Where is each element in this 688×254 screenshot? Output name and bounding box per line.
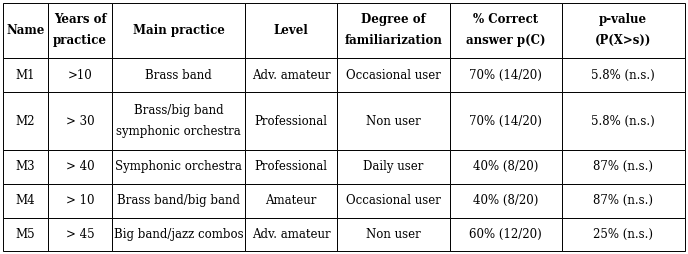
Bar <box>245 218 337 251</box>
Text: Brass band: Brass band <box>145 69 212 82</box>
Bar <box>112 58 245 92</box>
Text: Degree of
familiarization: Degree of familiarization <box>345 13 442 47</box>
Bar <box>449 58 562 92</box>
Text: 87% (n.s.): 87% (n.s.) <box>593 160 654 173</box>
Text: Brass band/big band: Brass band/big band <box>118 194 240 207</box>
Text: >10: >10 <box>67 69 92 82</box>
Text: > 45: > 45 <box>66 228 94 241</box>
Text: > 10: > 10 <box>66 194 94 207</box>
Bar <box>562 218 685 251</box>
Text: p-value
(P(X>s)): p-value (P(X>s)) <box>595 13 652 47</box>
Text: Non user: Non user <box>366 115 421 128</box>
Bar <box>245 184 337 218</box>
Bar <box>337 218 449 251</box>
Text: M4: M4 <box>16 194 35 207</box>
Bar <box>47 184 112 218</box>
Bar <box>449 218 562 251</box>
Bar <box>245 150 337 184</box>
Bar <box>112 218 245 251</box>
Text: 25% (n.s.): 25% (n.s.) <box>593 228 654 241</box>
Bar <box>112 3 245 58</box>
Text: 87% (n.s.): 87% (n.s.) <box>593 194 654 207</box>
Text: Symphonic orchestra: Symphonic orchestra <box>116 160 242 173</box>
Text: Adv. amateur: Adv. amateur <box>252 69 330 82</box>
Text: M3: M3 <box>16 160 35 173</box>
Text: Occasional user: Occasional user <box>346 194 441 207</box>
Text: Adv. amateur: Adv. amateur <box>252 228 330 241</box>
Bar <box>3 58 47 92</box>
Bar <box>3 150 47 184</box>
Bar <box>337 3 449 58</box>
Text: M5: M5 <box>16 228 35 241</box>
Bar <box>47 58 112 92</box>
Bar <box>47 150 112 184</box>
Bar <box>337 58 449 92</box>
Bar <box>562 92 685 150</box>
Text: 60% (12/20): 60% (12/20) <box>469 228 542 241</box>
Text: > 30: > 30 <box>66 115 94 128</box>
Bar <box>47 3 112 58</box>
Bar <box>245 58 337 92</box>
Text: > 40: > 40 <box>66 160 94 173</box>
Text: Main practice: Main practice <box>133 24 225 37</box>
Bar <box>3 3 47 58</box>
Text: 5.8% (n.s.): 5.8% (n.s.) <box>592 115 655 128</box>
Bar <box>47 92 112 150</box>
Bar <box>562 184 685 218</box>
Text: Level: Level <box>274 24 309 37</box>
Text: Years of
practice: Years of practice <box>53 13 107 47</box>
Bar <box>3 92 47 150</box>
Text: Big band/jazz combos: Big band/jazz combos <box>114 228 244 241</box>
Bar <box>562 3 685 58</box>
Bar <box>449 3 562 58</box>
Text: Amateur: Amateur <box>266 194 317 207</box>
Bar <box>562 58 685 92</box>
Text: Occasional user: Occasional user <box>346 69 441 82</box>
Bar <box>47 218 112 251</box>
Bar <box>112 92 245 150</box>
Bar <box>337 150 449 184</box>
Bar <box>3 184 47 218</box>
Text: 70% (14/20): 70% (14/20) <box>469 115 542 128</box>
Text: Daily user: Daily user <box>363 160 424 173</box>
Text: % Correct
answer p(C): % Correct answer p(C) <box>466 13 546 47</box>
Text: Professional: Professional <box>255 160 327 173</box>
Text: Non user: Non user <box>366 228 421 241</box>
Bar <box>337 92 449 150</box>
Bar <box>245 92 337 150</box>
Bar <box>3 218 47 251</box>
Bar <box>449 92 562 150</box>
Text: 40% (8/20): 40% (8/20) <box>473 160 539 173</box>
Bar <box>337 184 449 218</box>
Text: M1: M1 <box>16 69 35 82</box>
Text: Brass/big band
symphonic orchestra: Brass/big band symphonic orchestra <box>116 104 241 138</box>
Bar <box>562 150 685 184</box>
Text: 40% (8/20): 40% (8/20) <box>473 194 539 207</box>
Text: 70% (14/20): 70% (14/20) <box>469 69 542 82</box>
Text: M2: M2 <box>16 115 35 128</box>
Bar <box>245 3 337 58</box>
Bar <box>449 150 562 184</box>
Text: Name: Name <box>6 24 45 37</box>
Bar <box>112 150 245 184</box>
Text: Professional: Professional <box>255 115 327 128</box>
Text: 5.8% (n.s.): 5.8% (n.s.) <box>592 69 655 82</box>
Bar <box>112 184 245 218</box>
Bar <box>449 184 562 218</box>
